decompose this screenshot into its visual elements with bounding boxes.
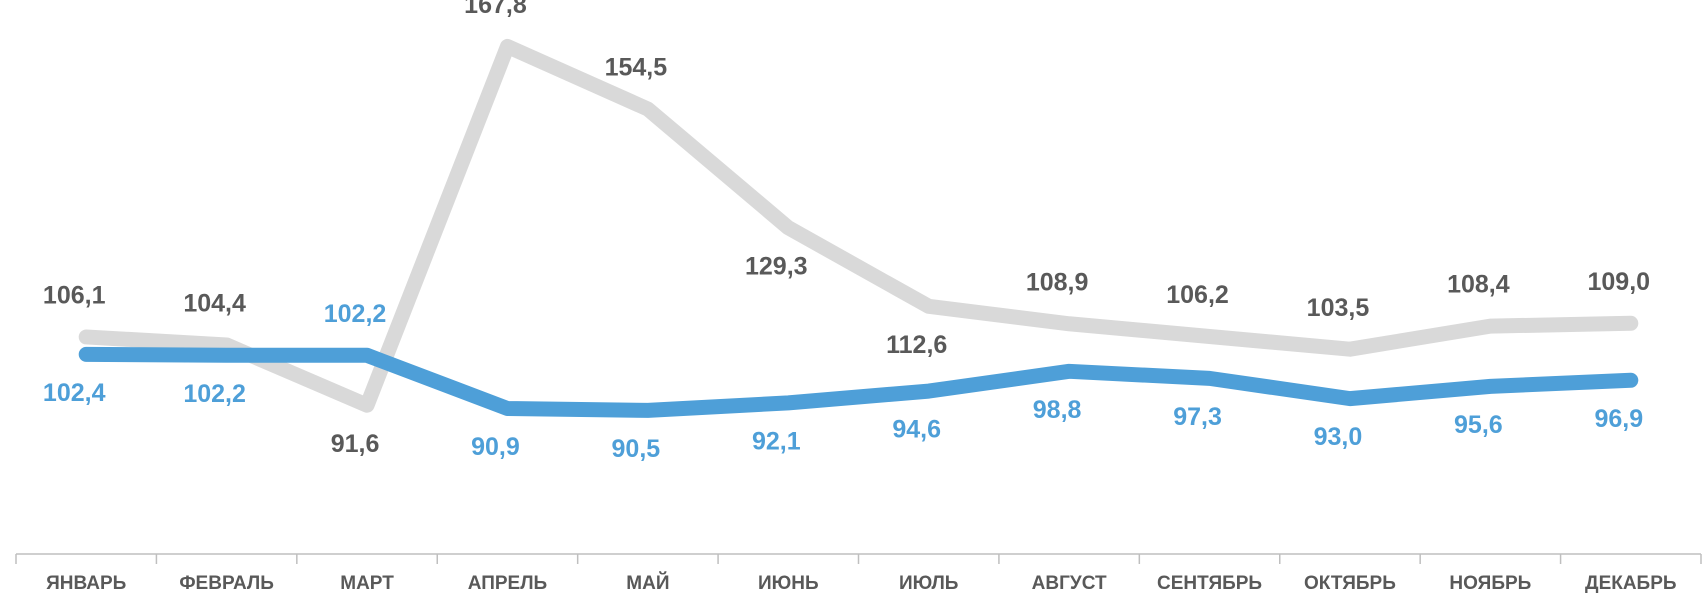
x-tick-label: МАЙ	[626, 572, 669, 594]
data-label: 102,2	[183, 380, 246, 408]
data-label: 108,9	[1026, 268, 1089, 296]
data-label: 103,5	[1307, 294, 1370, 322]
x-tick-label: ДЕКАБРЬ	[1585, 573, 1677, 594]
data-label: 93,0	[1314, 423, 1363, 451]
data-label: 129,3	[745, 252, 808, 280]
line-series	[78, 346, 1639, 418]
data-label: 106,1	[43, 282, 106, 310]
data-label: 95,6	[1454, 411, 1503, 439]
x-tick-label: АВГУСТ	[1032, 573, 1107, 594]
x-tick-label: МАРТ	[340, 573, 394, 594]
data-label: 98,8	[1033, 396, 1082, 424]
data-label: 106,2	[1166, 281, 1229, 309]
x-tick-label: ЯНВАРЬ	[46, 573, 126, 594]
x-tick-label: ИЮНЬ	[758, 573, 819, 594]
data-label: 167,8	[464, 0, 527, 19]
x-tick-label: НОЯБРЬ	[1449, 573, 1531, 594]
data-label: 97,3	[1173, 403, 1222, 431]
data-label: 91,6	[331, 430, 380, 458]
data-label: 90,5	[612, 435, 661, 463]
x-tick-label: ИЮЛЬ	[899, 573, 959, 594]
data-label: 102,2	[324, 300, 387, 328]
data-label: 109,0	[1588, 268, 1651, 296]
x-tick-label: ОКТЯБРЬ	[1304, 573, 1396, 594]
x-tick-label: АПРЕЛЬ	[468, 573, 547, 594]
x-tick-label: СЕНТЯБРЬ	[1157, 573, 1262, 594]
data-label: 92,1	[752, 427, 801, 455]
data-label: 90,9	[471, 433, 520, 461]
x-tick-label: ФЕВРАЛЬ	[179, 573, 274, 594]
data-label: 96,9	[1594, 405, 1643, 433]
data-label: 104,4	[183, 290, 246, 318]
data-label: 94,6	[892, 416, 941, 444]
data-label: 102,4	[43, 379, 106, 407]
line-series	[78, 38, 1639, 413]
data-label: 108,4	[1447, 271, 1510, 299]
data-label: 154,5	[605, 54, 668, 82]
data-label: 112,6	[886, 331, 947, 359]
